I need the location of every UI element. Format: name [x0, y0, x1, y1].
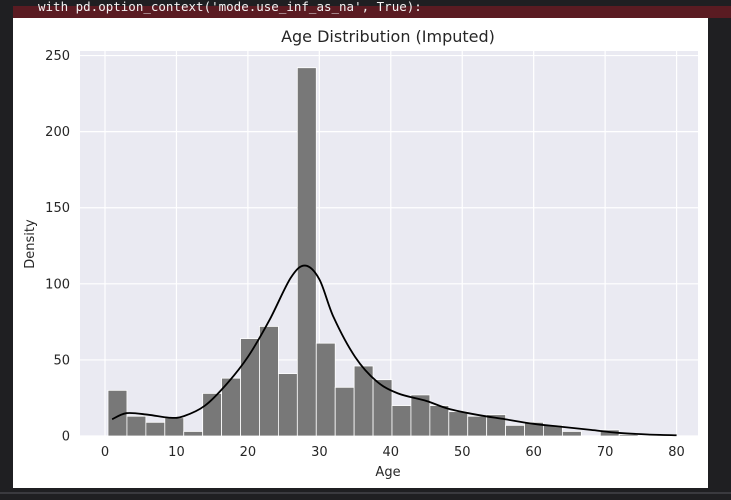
- histogram-bar: [164, 417, 185, 437]
- histogram-bar: [372, 379, 393, 437]
- figure: 0 10 20 30 40 50 60 70 80 0 50 100 150 200 250 Age Di…: [13, 18, 708, 488]
- x-tick-label: 50: [454, 445, 471, 460]
- histogram-bar: [183, 431, 204, 437]
- y-tick-label: 200: [45, 125, 70, 140]
- y-axis-label: Density: [23, 219, 38, 269]
- histogram-bar: [561, 431, 582, 437]
- histogram-bar: [278, 373, 298, 437]
- histogram-bar: [467, 415, 488, 437]
- histogram-bar: [126, 415, 147, 437]
- histogram-bar: [429, 405, 450, 437]
- histogram-bar: [296, 67, 317, 437]
- x-tick-label: 70: [597, 445, 614, 460]
- chart-title: Age Distribution (Imputed): [281, 27, 495, 46]
- x-tick-labels: 0 10 20 30 40 50 60 70 80: [101, 445, 685, 460]
- histogram-bar: [259, 326, 279, 437]
- output-bottom-border: [0, 492, 731, 494]
- histogram-bar: [145, 421, 166, 437]
- warning-strip: [13, 6, 731, 18]
- histogram-bar: [618, 434, 639, 437]
- warning-bar: with pd.option_context('mode.use_inf_as_…: [0, 0, 731, 18]
- warning-text: with pd.option_context('mode.use_inf_as_…: [38, 0, 422, 14]
- y-tick-label: 0: [62, 430, 70, 445]
- histogram-chart: 0 10 20 30 40 50 60 70 80 0 50 100 150 200 250 Age Di…: [23, 27, 698, 480]
- y-tick-labels: 0 50 100 150 200 250: [45, 49, 70, 444]
- y-tick-label: 150: [45, 201, 70, 216]
- histogram-bar: [391, 405, 412, 437]
- y-tick-label: 250: [45, 49, 70, 64]
- x-axis-label: Age: [375, 465, 400, 480]
- histogram-bar: [505, 424, 525, 437]
- histogram-bars: [107, 67, 677, 437]
- plot-background: [80, 51, 698, 436]
- histogram-bar: [334, 386, 355, 437]
- y-tick-label: 100: [45, 277, 70, 292]
- x-tick-label: 30: [311, 445, 328, 460]
- x-tick-label: 0: [101, 445, 109, 460]
- x-tick-label: 60: [525, 445, 542, 460]
- kde-line: [111, 264, 677, 437]
- y-tick-label: 50: [53, 353, 70, 368]
- x-tick-label: 10: [168, 445, 185, 460]
- x-tick-label: 80: [668, 445, 685, 460]
- histogram-bar: [448, 411, 469, 437]
- histogram-bar: [315, 342, 336, 437]
- x-tick-label: 40: [383, 445, 400, 460]
- x-tick-label: 20: [240, 445, 257, 460]
